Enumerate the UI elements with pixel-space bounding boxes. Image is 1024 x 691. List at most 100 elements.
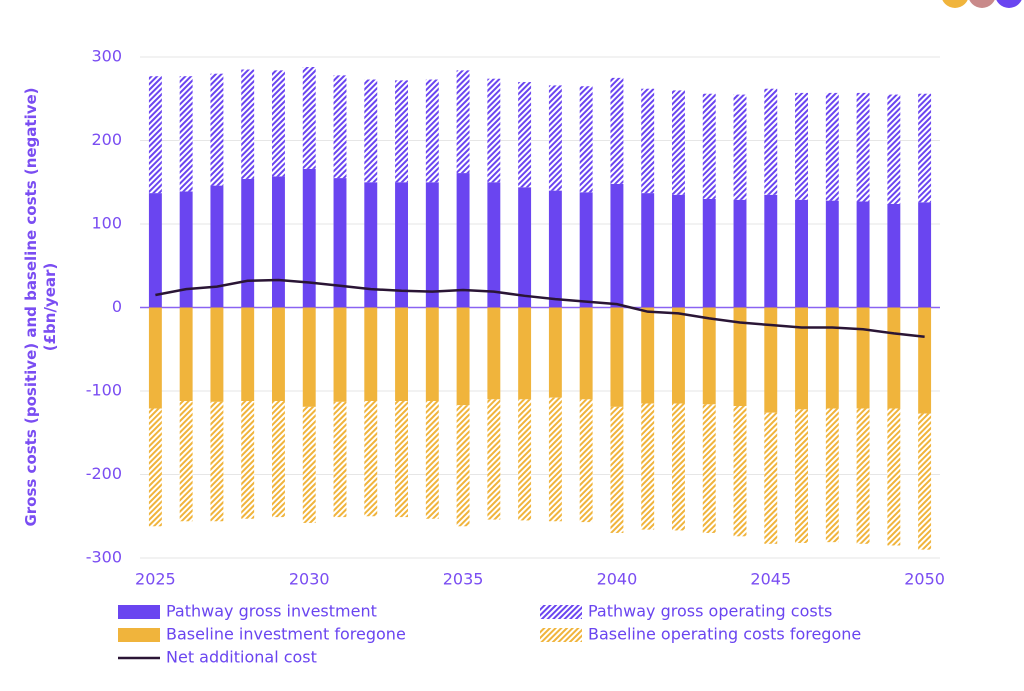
bar-segment <box>456 70 470 174</box>
bar-segment <box>302 307 316 407</box>
bar-segment <box>210 185 224 308</box>
bar-segment <box>733 94 747 200</box>
bar-segment <box>210 307 224 402</box>
y-tick-label: -200 <box>86 464 122 483</box>
y-tick-label: -300 <box>86 548 122 567</box>
bar-segment <box>764 194 778 308</box>
bar-segment <box>272 307 285 402</box>
bar-segment <box>887 94 901 204</box>
bar-segment <box>456 405 470 527</box>
bar-segment <box>241 401 255 519</box>
bar-segment <box>825 307 839 409</box>
bar-segment <box>918 307 932 414</box>
x-tick-label: 2040 <box>597 570 638 589</box>
bar-segment <box>548 397 562 522</box>
bar-segment <box>487 399 501 520</box>
bar-segment <box>425 307 439 402</box>
bar-segment <box>856 201 870 308</box>
bar-segment <box>333 178 347 308</box>
bar-segment <box>641 193 655 308</box>
legend-swatch <box>118 628 160 642</box>
bar-segment <box>548 190 562 308</box>
bar-segment <box>241 69 255 179</box>
bar-segment <box>395 182 408 308</box>
bar-segment <box>333 307 347 402</box>
bar-segment <box>395 307 408 402</box>
bar-segment <box>918 93 932 203</box>
y-axis-title-line: (£bn/year) <box>41 263 59 352</box>
y-tick-label: 200 <box>91 130 122 149</box>
bar-segment <box>241 307 255 402</box>
y-tick-label: 100 <box>91 214 122 233</box>
bar-segment <box>856 408 870 544</box>
legend-swatch <box>118 605 160 619</box>
bar-segment <box>364 182 378 308</box>
bar-segment <box>179 76 193 192</box>
bar-segment <box>579 399 593 523</box>
bar-segment <box>795 307 808 410</box>
bar-segment <box>179 191 193 308</box>
bar-segment <box>733 199 747 308</box>
y-axis-title-line: Gross costs (positive) and baseline cost… <box>22 87 40 526</box>
bar-segment <box>641 88 655 194</box>
bar-segment <box>425 401 439 519</box>
bar-segment <box>579 307 593 400</box>
bar-segment <box>610 183 624 308</box>
bar-segment <box>241 178 255 308</box>
bar-segment <box>548 307 562 398</box>
bar-segment <box>795 92 808 200</box>
bar-segment <box>918 202 932 308</box>
bar-segment <box>302 168 316 308</box>
bar-segment <box>825 408 839 543</box>
bar-segment <box>702 307 716 405</box>
bar-segment <box>518 187 532 308</box>
legend-label: Pathway gross operating costs <box>588 602 832 621</box>
bar-segment <box>210 73 224 186</box>
bar-segment <box>672 194 685 308</box>
bar-segment <box>672 90 685 195</box>
bar-segment <box>518 307 532 400</box>
bar-segment <box>518 399 532 521</box>
bar-segment <box>795 199 808 308</box>
bar-segment <box>364 79 378 183</box>
bar-segment <box>641 403 655 530</box>
bar-segment <box>487 182 501 308</box>
x-tick-label: 2035 <box>443 570 484 589</box>
legend-label: Net additional cost <box>166 648 317 667</box>
bar-segment <box>179 401 193 522</box>
bar-segment <box>179 307 193 402</box>
bar-segment <box>302 67 316 169</box>
bar-segment <box>333 75 347 179</box>
x-tick-label: 2030 <box>289 570 330 589</box>
bar-segment <box>148 193 162 308</box>
bar-segment <box>702 404 716 533</box>
bar-segment <box>579 86 593 193</box>
legend-label: Baseline operating costs foregone <box>588 625 861 644</box>
y-tick-label: 0 <box>112 297 122 316</box>
bar-segment <box>641 307 655 404</box>
bar-segment <box>487 307 501 400</box>
bar-segment <box>610 307 624 407</box>
bar-segment <box>333 401 347 518</box>
bar-segment <box>856 92 870 202</box>
bar-segment <box>425 79 439 183</box>
legend-label: Pathway gross investment <box>166 602 377 621</box>
bar-segment <box>887 307 901 409</box>
bar-segment <box>733 406 747 537</box>
bar-segment <box>425 182 439 308</box>
bar-segment <box>733 307 747 407</box>
y-axis-title: Gross costs (positive) and baseline cost… <box>22 87 59 526</box>
bar-segment <box>764 88 778 195</box>
bar-segment <box>825 92 839 201</box>
bar-segment <box>395 401 408 518</box>
bar-segment <box>487 78 501 183</box>
bar-segment <box>548 85 562 191</box>
bar-segment <box>518 82 532 188</box>
bar-segment <box>148 307 162 409</box>
bar-segment <box>456 307 470 406</box>
x-tick-label: 2045 <box>750 570 791 589</box>
y-tick-label: -100 <box>86 381 122 400</box>
x-tick-label: 2025 <box>135 570 176 589</box>
bar-segment <box>364 401 378 517</box>
